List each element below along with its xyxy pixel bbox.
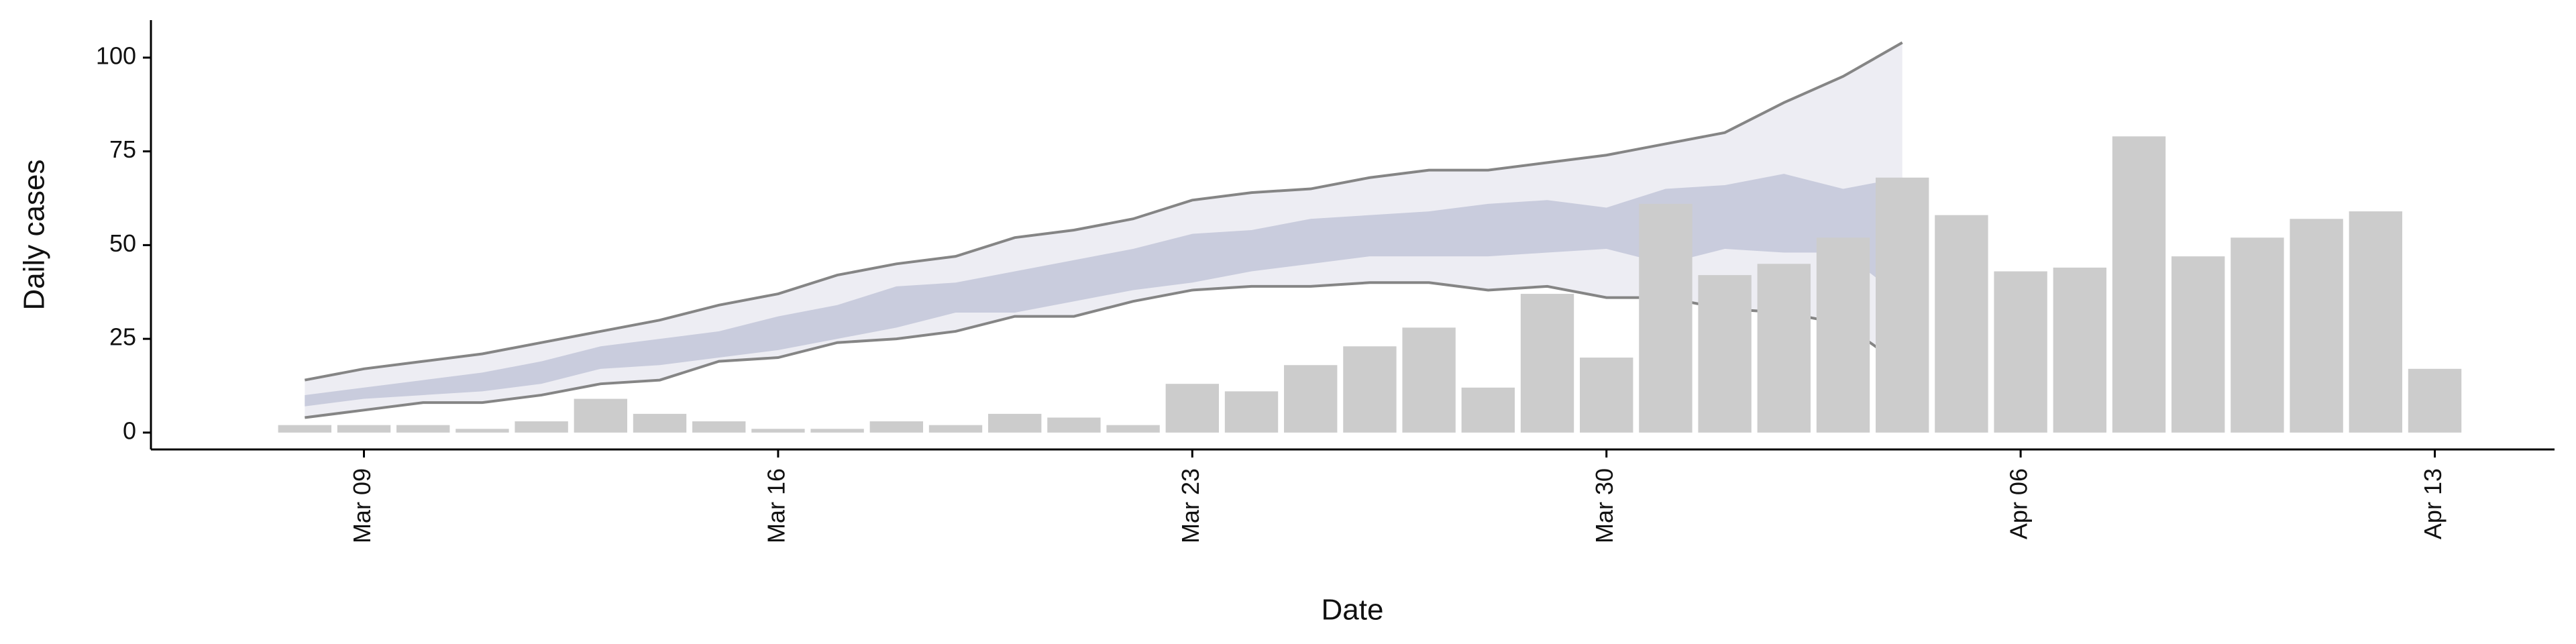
interval-band bbox=[305, 174, 1902, 407]
bar bbox=[692, 421, 746, 433]
bar bbox=[1520, 294, 1574, 433]
bar bbox=[1698, 275, 1752, 433]
x-tick-label: Mar 23 bbox=[1177, 468, 1204, 543]
x-tick-label: Mar 16 bbox=[762, 468, 790, 543]
y-tick-label: 25 bbox=[109, 323, 136, 351]
bar bbox=[1461, 387, 1515, 433]
bar bbox=[455, 429, 509, 433]
bar bbox=[928, 425, 983, 433]
bar bbox=[633, 413, 687, 433]
bar bbox=[751, 429, 805, 433]
x-tick-label: Apr 13 bbox=[2419, 468, 2447, 539]
bar bbox=[1343, 346, 1397, 433]
y-tick-label: 0 bbox=[123, 417, 136, 444]
bar bbox=[869, 421, 924, 433]
x-tick-label: Mar 09 bbox=[348, 468, 376, 543]
bar bbox=[1757, 264, 1811, 433]
y-axis-title: Daily cases bbox=[18, 160, 51, 311]
bar bbox=[988, 413, 1042, 433]
interval-band bbox=[305, 42, 1902, 418]
bar bbox=[1816, 237, 1870, 433]
bar bbox=[2408, 368, 2462, 433]
bar bbox=[278, 425, 332, 433]
bar bbox=[2231, 237, 2284, 433]
bar bbox=[337, 425, 391, 433]
bar bbox=[515, 421, 568, 433]
bar bbox=[2053, 267, 2107, 433]
bar bbox=[1224, 391, 1279, 433]
bar bbox=[574, 398, 628, 433]
bar bbox=[1580, 358, 1633, 433]
bar bbox=[2349, 211, 2403, 433]
bar bbox=[396, 425, 450, 433]
y-tick-label: 100 bbox=[96, 42, 136, 69]
x-axis-title: Date bbox=[1322, 594, 1384, 627]
bar bbox=[1935, 215, 1988, 433]
bar bbox=[2112, 136, 2166, 433]
bar bbox=[1639, 203, 1693, 433]
y-tick-label: 50 bbox=[109, 229, 136, 257]
bar bbox=[2290, 219, 2343, 433]
y-tick-label: 75 bbox=[109, 136, 136, 163]
bar bbox=[1047, 417, 1101, 433]
interval-line bbox=[305, 281, 1903, 419]
bar bbox=[1402, 327, 1456, 433]
bar bbox=[2171, 256, 2225, 433]
x-tick-label: Mar 30 bbox=[1591, 468, 1618, 543]
bar bbox=[1165, 384, 1220, 433]
bar bbox=[1106, 425, 1160, 433]
bar bbox=[810, 429, 864, 433]
interval-line bbox=[304, 41, 1903, 382]
bar bbox=[1876, 177, 1929, 433]
x-tick-label: Apr 06 bbox=[2005, 468, 2033, 539]
bar bbox=[1994, 271, 2047, 433]
bar bbox=[1284, 365, 1338, 433]
